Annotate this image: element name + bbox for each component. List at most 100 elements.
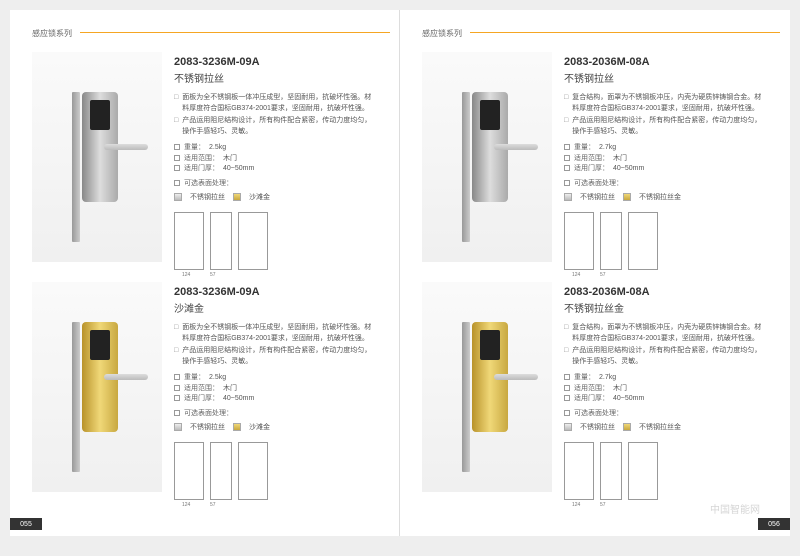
finish-opt: 不锈钢拉丝	[580, 192, 615, 202]
model-number: 2083-3236M-09A	[174, 56, 377, 68]
dim-value: 124	[182, 272, 190, 278]
bullet-icon: □	[564, 346, 568, 367]
desc-text: 产品运用阻尼结构设计，所有构件配合紧密，传动力度均匀，操作手感轻巧、灵敏。	[182, 346, 377, 367]
lock-illustration	[462, 312, 512, 462]
product-image	[32, 282, 162, 492]
finish-opt: 不锈钢拉丝金	[639, 192, 681, 202]
checkbox-icon	[564, 410, 570, 416]
swatch-gold-icon	[233, 423, 241, 431]
page-right: 感应锁系列 2083-2036M-08A 不锈钢拉丝 □复合结构，面罩为不锈钢板…	[400, 10, 790, 536]
swatch-silver-icon	[564, 423, 572, 431]
checkbox-icon	[564, 180, 570, 186]
checkbox-icon	[564, 374, 570, 380]
bullet-icon: □	[564, 93, 568, 114]
bullet-icon: □	[564, 323, 568, 344]
spec-value: 40~50mm	[223, 164, 254, 175]
dim-back-icon	[238, 442, 268, 500]
dimension-diagram: 124 57	[174, 212, 377, 270]
checkbox-icon	[564, 155, 570, 161]
finish-opt: 沙滩金	[249, 192, 270, 202]
spec-label: 适用门厚：	[574, 164, 609, 175]
finish-label: 可选表面处理：	[184, 179, 233, 190]
desc-text: 复合结构，面罩为不锈钢板冲压，内壳为硬质锌铸钢合金。材料厚度符合国标GB374-…	[572, 93, 768, 114]
product-card: 2083-3236M-09A 不锈钢拉丝 □面板为全不锈钢板一体冲压成型，坚固耐…	[32, 52, 377, 272]
handle-icon	[494, 374, 538, 380]
finish-options: 不锈钢拉丝 不锈钢拉丝金	[564, 422, 768, 432]
model-number: 2083-2036M-08A	[564, 56, 768, 68]
finish-options: 不锈钢拉丝 沙滩金	[174, 192, 377, 202]
checkbox-icon	[564, 385, 570, 391]
spec-label: 适用范围：	[574, 154, 609, 165]
spec-label: 重量：	[184, 373, 205, 384]
dim-side-icon	[600, 212, 622, 270]
spec-label: 适用范围：	[184, 154, 219, 165]
finish-opt: 不锈钢拉丝	[190, 192, 225, 202]
dim-side-icon	[210, 442, 232, 500]
desc-text: 产品运用阻尼结构设计，所有构件配合紧密，传动力度均匀，操作手感轻巧、灵敏。	[572, 346, 768, 367]
material-name: 不锈钢拉丝	[174, 70, 377, 85]
product-card: 2083-3236M-09A 沙滩金 □面板为全不锈钢板一体冲压成型，坚固耐用，…	[32, 282, 377, 502]
product-image	[422, 52, 552, 262]
dimension-diagram: 124 57	[174, 442, 377, 500]
spec-value: 2.7kg	[599, 373, 616, 384]
dim-value: 57	[210, 272, 216, 278]
dim-front-icon	[174, 442, 204, 500]
spec-label: 重量：	[184, 143, 205, 154]
dim-value: 57	[600, 502, 606, 508]
description: □复合结构，面罩为不锈钢板冲压，内壳为硬质锌铸钢合金。材料厚度符合国标GB374…	[564, 323, 768, 367]
dim-back-icon	[628, 212, 658, 270]
bullet-icon: □	[564, 116, 568, 137]
handle-icon	[104, 144, 148, 150]
swatch-silver-icon	[564, 193, 572, 201]
desc-text: 面板为全不锈钢板一体冲压成型，坚固耐用，抗破坏性强。材料厚度符合国标GB374-…	[182, 323, 377, 344]
desc-text: 产品运用阻尼结构设计，所有构件配合紧密，传动力度均匀，操作手感轻巧、灵敏。	[182, 116, 377, 137]
dim-back-icon	[628, 442, 658, 500]
product-info: 2083-2036M-08A 不锈钢拉丝 □复合结构，面罩为不锈钢板冲压，内壳为…	[564, 52, 768, 272]
lock-illustration	[72, 82, 122, 232]
finish-opt: 不锈钢拉丝	[190, 422, 225, 432]
material-name: 不锈钢拉丝	[564, 70, 768, 85]
dim-value: 57	[600, 272, 606, 278]
description: □面板为全不锈钢板一体冲压成型，坚固耐用，抗破坏性强。材料厚度符合国标GB374…	[174, 93, 377, 137]
product-image	[32, 52, 162, 262]
spec-value: 木门	[613, 154, 627, 165]
model-number: 2083-3236M-09A	[174, 286, 377, 298]
spec-value: 2.7kg	[599, 143, 616, 154]
description: □复合结构，面罩为不锈钢板冲压，内壳为硬质锌铸钢合金。材料厚度符合国标GB374…	[564, 93, 768, 137]
lock-panel-icon	[90, 330, 110, 360]
product-info: 2083-3236M-09A 沙滩金 □面板为全不锈钢板一体冲压成型，坚固耐用，…	[174, 282, 377, 502]
spec-label: 适用门厚：	[184, 394, 219, 405]
model-number: 2083-2036M-08A	[564, 286, 768, 298]
product-card: 2083-2036M-08A 不锈钢拉丝金 □复合结构，面罩为不锈钢板冲压，内壳…	[422, 282, 768, 502]
spec-value: 2.5kg	[209, 373, 226, 384]
product-card: 2083-2036M-08A 不锈钢拉丝 □复合结构，面罩为不锈钢板冲压，内壳为…	[422, 52, 768, 272]
category-header: 感应锁系列	[32, 28, 72, 39]
page-left: 感应锁系列 2083-3236M-09A 不锈钢拉丝 □面板为全不锈钢板一体冲压…	[10, 10, 400, 536]
lock-panel-icon	[480, 100, 500, 130]
dim-front-icon	[564, 442, 594, 500]
spec-value: 40~50mm	[613, 394, 644, 405]
products-right: 2083-2036M-08A 不锈钢拉丝 □复合结构，面罩为不锈钢板冲压，内壳为…	[422, 52, 768, 502]
finish-label: 可选表面处理：	[184, 409, 233, 420]
spec-value: 木门	[223, 154, 237, 165]
spec-label: 重量：	[574, 143, 595, 154]
bullet-icon: □	[174, 93, 178, 114]
lock-illustration	[462, 82, 512, 232]
material-name: 沙滩金	[174, 300, 377, 315]
checkbox-icon	[174, 410, 180, 416]
spec-value: 木门	[613, 384, 627, 395]
finish-label: 可选表面处理：	[574, 179, 623, 190]
spec-value: 木门	[223, 384, 237, 395]
dim-side-icon	[600, 442, 622, 500]
handle-icon	[494, 144, 538, 150]
mortise-icon	[462, 92, 470, 242]
spec-list: 重量：2.5kg 适用范围：木门 适用门厚：40~50mm 可选表面处理： 不锈…	[174, 373, 377, 432]
dim-value: 124	[182, 502, 190, 508]
product-image	[422, 282, 552, 492]
mortise-icon	[72, 322, 80, 472]
spec-label: 适用范围：	[184, 384, 219, 395]
checkbox-icon	[564, 165, 570, 171]
product-info: 2083-3236M-09A 不锈钢拉丝 □面板为全不锈钢板一体冲压成型，坚固耐…	[174, 52, 377, 272]
spec-list: 重量：2.7kg 适用范围：木门 适用门厚：40~50mm 可选表面处理： 不锈…	[564, 373, 768, 432]
checkbox-icon	[174, 144, 180, 150]
